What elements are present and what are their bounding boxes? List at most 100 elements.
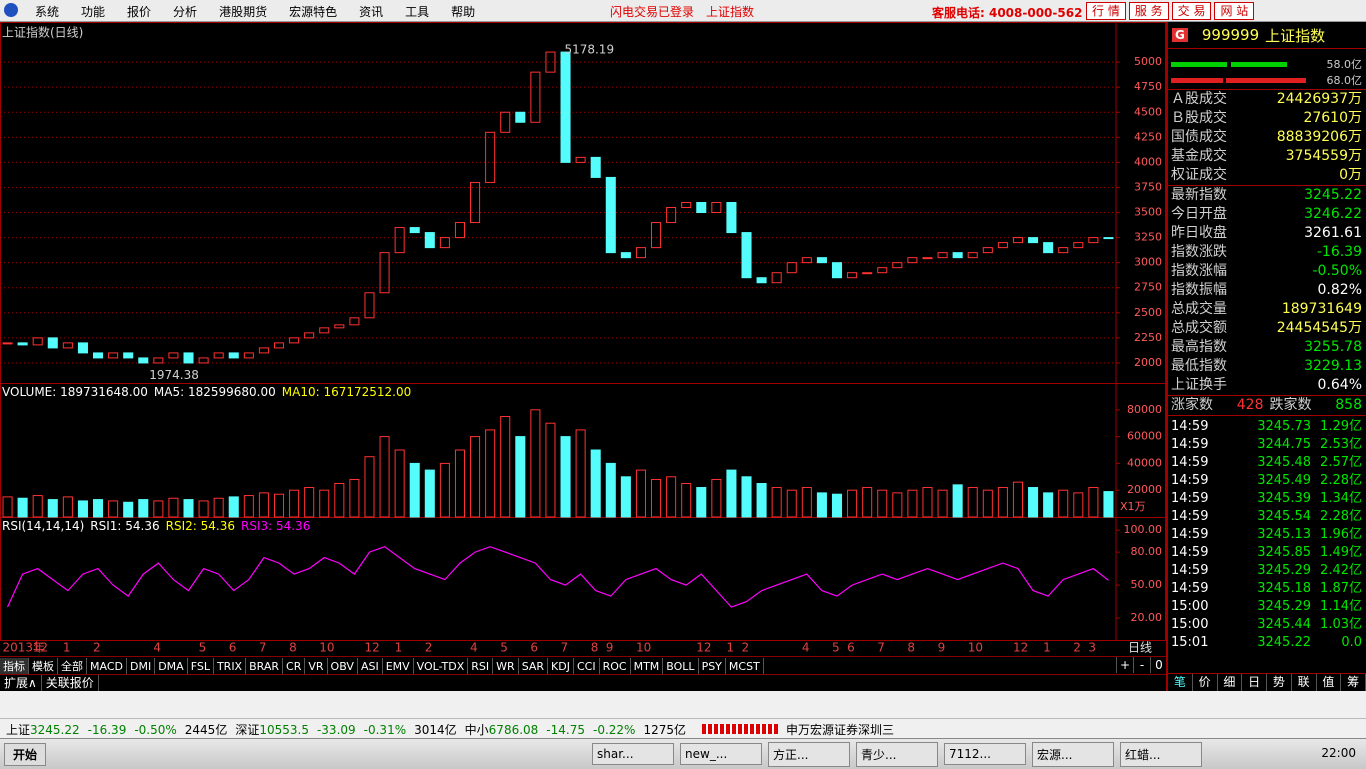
candle	[741, 232, 752, 279]
task-button[interactable]: new_...	[680, 743, 763, 765]
header-button[interactable]: 交 易	[1171, 2, 1212, 20]
indicator-tab[interactable]: BRAR	[246, 657, 284, 675]
tick-amount: 1.14亿	[1320, 599, 1362, 614]
ticks: 14:59 3245.73 1.29亿 14:59 3244.75 2.53亿 14:59 3…	[1168, 415, 1366, 652]
candle	[967, 252, 978, 259]
indicator-tab[interactable]: RSI	[468, 657, 494, 675]
task-button[interactable]: 红蜡...	[1120, 741, 1203, 767]
indicator-tab[interactable]: OBV	[328, 657, 358, 675]
volume-bar	[93, 499, 104, 518]
volume-bar	[424, 469, 435, 518]
candle	[364, 292, 375, 319]
quote-tab[interactable]: 笔	[1168, 674, 1193, 691]
candle	[590, 156, 601, 178]
volume-bar	[379, 436, 390, 518]
menu-item[interactable]: 系统	[35, 5, 60, 19]
indicator-tab[interactable]: MCST	[726, 657, 764, 675]
candle	[108, 352, 119, 359]
index-price: 10553.5	[259, 722, 309, 737]
volume-bar	[17, 497, 28, 518]
indicator-tab[interactable]: SAR	[519, 657, 549, 675]
candle	[530, 71, 541, 123]
indicator-tab[interactable]: CR	[283, 657, 306, 675]
stat-row: Ｂ股成交 27610万	[1168, 109, 1366, 128]
volume-bar	[32, 495, 43, 518]
start-button[interactable]: 开始	[4, 742, 47, 766]
candle	[379, 252, 390, 294]
tick-price: 3245.39	[1257, 491, 1311, 506]
indicator-tab[interactable]: TRIX	[214, 657, 247, 675]
quote-tab[interactable]: 值	[1317, 674, 1342, 691]
candle	[997, 242, 1008, 249]
task-button[interactable]: 青少...	[856, 741, 939, 767]
task-button[interactable]: 宏源...	[1032, 741, 1115, 767]
menu-item[interactable]: 资讯	[359, 5, 384, 19]
tab-control[interactable]: 0	[1150, 657, 1167, 673]
indicator-tab[interactable]: 模板	[29, 657, 58, 675]
volume-bar	[651, 478, 662, 518]
indicator-tab[interactable]: KDJ	[548, 657, 574, 675]
y-tick-label: 3000	[1134, 256, 1162, 269]
quote-tab[interactable]: 势	[1267, 674, 1292, 691]
candle	[1073, 242, 1084, 249]
quote-tab[interactable]: 日	[1242, 674, 1267, 691]
indicator-tab[interactable]: DMA	[155, 657, 188, 675]
task-button[interactable]: 7112...	[944, 743, 1027, 765]
name: 上证指数	[1265, 26, 1326, 45]
indicator-tab[interactable]: ASI	[358, 657, 383, 675]
x-tick-label: 6	[847, 641, 855, 655]
bar-label: 58.0亿	[1326, 58, 1363, 71]
y-tick-label: 3250	[1134, 231, 1162, 244]
volume-bar	[937, 489, 948, 518]
task-button[interactable]: 方正...	[768, 741, 851, 767]
indicator-tab[interactable]: PSY	[699, 657, 726, 675]
x-tick-label: 7	[877, 641, 885, 655]
indicator-tab[interactable]: ROC	[600, 657, 631, 675]
indicator-tab[interactable]: MTM	[631, 657, 664, 675]
bar	[1171, 62, 1227, 67]
header-button[interactable]: 网 站	[1214, 2, 1255, 20]
x-tick-label: 5	[500, 641, 508, 655]
candle	[2, 342, 13, 345]
tick-time: 15:01	[1171, 635, 1209, 650]
tab-control[interactable]: +	[1116, 657, 1133, 673]
indicator-tab[interactable]: BOLL	[663, 657, 699, 675]
indicator-tab[interactable]: VR	[305, 657, 328, 675]
quote-tab[interactable]: 细	[1218, 674, 1243, 691]
quote-tab[interactable]: 价	[1193, 674, 1218, 691]
tick-price: 3245.29	[1257, 599, 1311, 614]
header-button[interactable]: 行 情	[1086, 2, 1126, 20]
indicator-tab[interactable]: DMI	[127, 657, 156, 675]
volume-bar	[258, 492, 269, 518]
candle	[877, 267, 888, 274]
indicator-tab[interactable]: VOL-TDX	[414, 657, 469, 675]
menu-item[interactable]: 工具	[405, 5, 430, 19]
stat-value: 24454545万	[1276, 320, 1362, 336]
extra-tab[interactable]: 关联报价	[42, 675, 99, 692]
menu-item[interactable]: 港股期货	[219, 5, 268, 19]
bar-box: 58.0亿 68.0亿	[1168, 48, 1366, 89]
volume-bar	[711, 478, 722, 518]
indicator-tab[interactable]: CCI	[574, 657, 600, 675]
menu-item[interactable]: 报价	[127, 5, 152, 19]
quote-tab[interactable]: 筹	[1341, 674, 1366, 691]
volume-bar	[153, 500, 164, 518]
candle	[575, 156, 586, 163]
tab-control[interactable]: -	[1133, 657, 1150, 673]
extra-tab[interactable]: 扩展∧	[0, 675, 42, 692]
header-button[interactable]: 服 务	[1128, 2, 1169, 20]
quote-tab[interactable]: 联	[1292, 674, 1317, 691]
indicator-tab[interactable]: FSL	[188, 657, 214, 675]
indicator-tab[interactable]: MACD	[87, 657, 127, 675]
menu-item[interactable]: 帮助	[451, 5, 476, 19]
indicator-tab[interactable]: EMV	[383, 657, 414, 675]
indicator-tab[interactable]: 全部	[58, 657, 87, 675]
candle	[605, 176, 616, 254]
menu-item[interactable]: 功能	[81, 5, 106, 19]
indicator-tab[interactable]: 指标	[0, 657, 29, 675]
menu-item[interactable]: 分析	[173, 5, 198, 19]
task-button[interactable]: shar...	[592, 743, 675, 765]
menu-item[interactable]: 宏源特色	[289, 5, 338, 19]
indicator-tab[interactable]: WR	[493, 657, 519, 675]
y-tick-label: 4750	[1134, 80, 1162, 93]
